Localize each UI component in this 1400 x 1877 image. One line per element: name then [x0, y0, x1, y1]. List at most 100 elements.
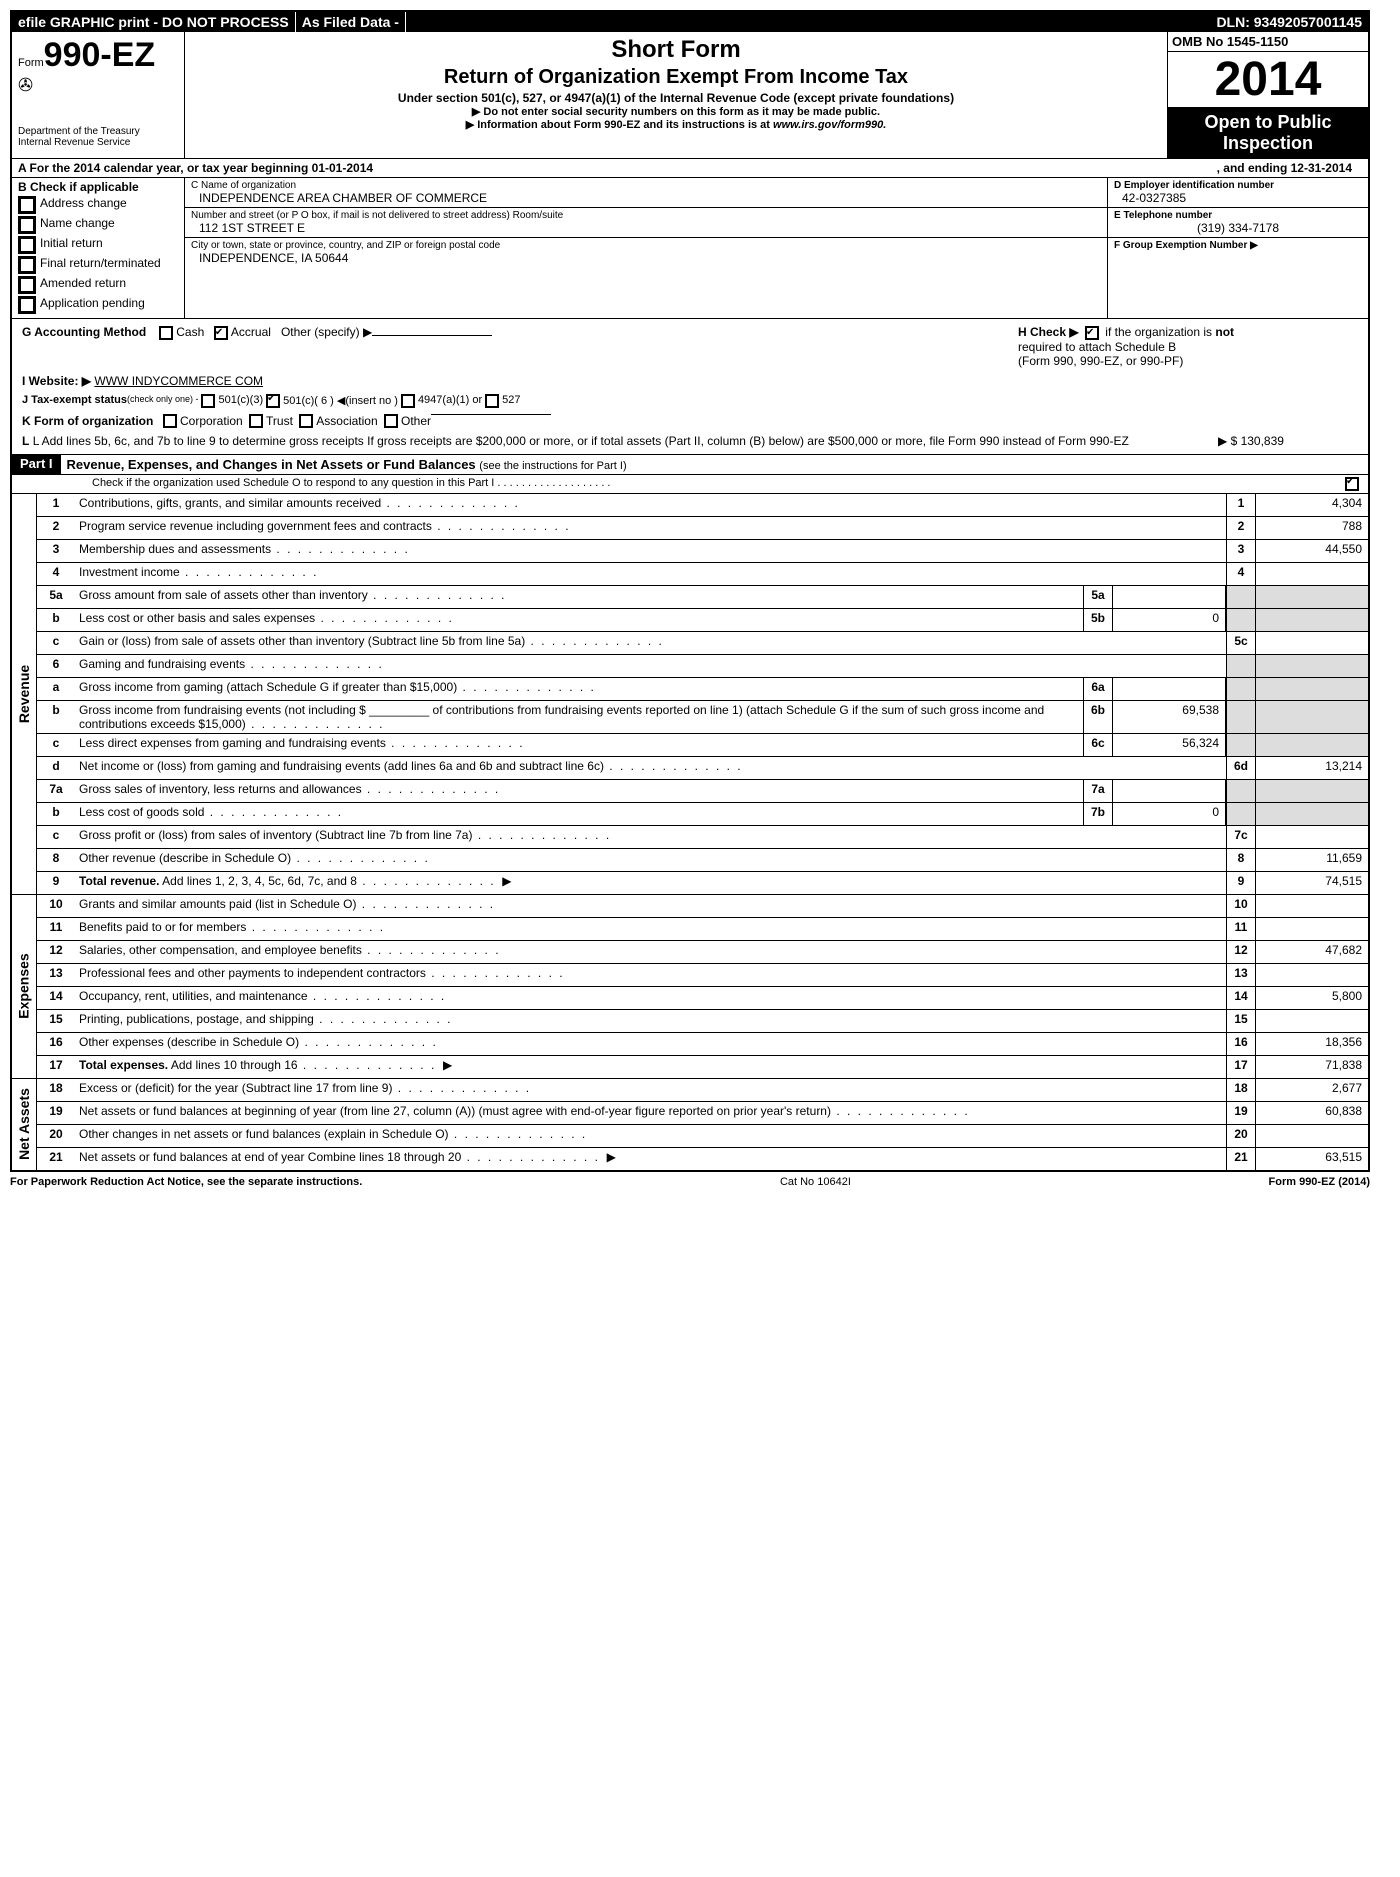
- checkbox-4947[interactable]: [401, 394, 415, 408]
- header-row: Form990-EZ ✇ Department of the Treasury …: [12, 32, 1368, 158]
- line-b: bLess cost of goods sold7b0: [37, 802, 1368, 825]
- line-a: A For the 2014 calendar year, or tax yea…: [12, 158, 1368, 177]
- right-line-value: 47,682: [1256, 941, 1368, 963]
- line-desc: Gross income from fundraising events (no…: [75, 701, 1083, 733]
- part-1-title: Revenue, Expenses, and Changes in Net As…: [61, 454, 1368, 474]
- revenue-text: Revenue: [16, 665, 32, 723]
- right-gray-val: [1256, 803, 1368, 825]
- mid-line-number: 6b: [1083, 701, 1113, 733]
- other-specify-blank: [372, 335, 492, 336]
- line-a-left: A For the 2014 calendar year, or tax yea…: [18, 161, 373, 175]
- line-number: 5a: [37, 586, 75, 608]
- form-prefix: Form: [18, 57, 44, 69]
- checkbox-assoc[interactable]: [299, 414, 313, 428]
- right-gray-val: [1256, 678, 1368, 700]
- cb-label-3: Final return/terminated: [40, 256, 161, 274]
- footer-mid: Cat No 10642I: [780, 1176, 851, 1188]
- dln-label: DLN: 93492057001145: [1210, 12, 1368, 32]
- note-1: ▶ Do not enter social security numbers o…: [193, 105, 1159, 118]
- mid-line-number: 7b: [1083, 803, 1113, 825]
- line-number: c: [37, 632, 75, 654]
- netassets-side-label: Net Assets: [12, 1079, 37, 1170]
- phone-value: (319) 334-7178: [1114, 221, 1362, 235]
- 501c-label: 501(c)( 6 ) ◀(insert no ): [283, 394, 398, 407]
- part-1-title-note: (see the instructions for Part I): [479, 460, 626, 472]
- line-desc: Professional fees and other payments to …: [75, 964, 1226, 986]
- 527-label: 527: [502, 394, 520, 406]
- line-number: c: [37, 734, 75, 756]
- checkbox-corp[interactable]: [163, 414, 177, 428]
- line-5a: 5aGross amount from sale of assets other…: [37, 585, 1368, 608]
- checkbox-schedule-o[interactable]: [1345, 477, 1359, 491]
- line-number: 20: [37, 1125, 75, 1147]
- mid-line-number: 5a: [1083, 586, 1113, 608]
- line-desc: Net assets or fund balances at end of ye…: [75, 1148, 1226, 1170]
- checkbox-application-pending[interactable]: [18, 296, 36, 314]
- right-line-number: 19: [1226, 1102, 1256, 1124]
- right-line-number: 20: [1226, 1125, 1256, 1147]
- right-line-value: [1256, 632, 1368, 654]
- checkbox-cash[interactable]: [159, 326, 173, 340]
- line-desc: Investment income: [75, 563, 1226, 585]
- right-line-number: 2: [1226, 517, 1256, 539]
- checkbox-h[interactable]: [1085, 326, 1099, 340]
- right-line-value: 18,356: [1256, 1033, 1368, 1055]
- right-line-number: 15: [1226, 1010, 1256, 1032]
- checkbox-trust[interactable]: [249, 414, 263, 428]
- line-desc: Other changes in net assets or fund bala…: [75, 1125, 1226, 1147]
- org-city: INDEPENDENCE, IA 50644: [199, 251, 1101, 265]
- k-other-blank: [431, 414, 551, 415]
- line-desc: Gross income from gaming (attach Schedul…: [75, 678, 1083, 700]
- line-c: cLess direct expenses from gaming and fu…: [37, 733, 1368, 756]
- section-b-title: B Check if applicable: [18, 180, 139, 194]
- line-number: 16: [37, 1033, 75, 1055]
- checkbox-final-return[interactable]: [18, 256, 36, 274]
- line-7a: 7aGross sales of inventory, less returns…: [37, 779, 1368, 802]
- g-section: G Accounting Method Cash Accrual Other (…: [12, 318, 1368, 454]
- irs-link[interactable]: www.irs.gov/form990.: [773, 119, 886, 131]
- short-form-heading: Short Form: [193, 36, 1159, 64]
- right-line-number: 9: [1226, 872, 1256, 894]
- line-desc: Excess or (deficit) for the year (Subtra…: [75, 1079, 1226, 1101]
- l-value: ▶ $ 130,839: [1218, 434, 1358, 448]
- checkbox-527[interactable]: [485, 394, 499, 408]
- revenue-side-label: Revenue: [12, 494, 37, 894]
- right-gray: [1226, 734, 1256, 756]
- line-desc: Total expenses. Add lines 10 through 16 …: [75, 1056, 1226, 1078]
- line-18: 18Excess or (deficit) for the year (Subt…: [37, 1079, 1368, 1101]
- revenue-table: Revenue 1Contributions, gifts, grants, a…: [12, 493, 1368, 894]
- netassets-text: Net Assets: [16, 1088, 32, 1160]
- mid-line-value: 69,538: [1113, 701, 1226, 733]
- checkbox-amended[interactable]: [18, 276, 36, 294]
- right-line-number: 21: [1226, 1148, 1256, 1170]
- k-opt-2: Association: [316, 414, 377, 428]
- expenses-table: Expenses 10Grants and similar amounts pa…: [12, 894, 1368, 1078]
- open-line1: Open to Public: [1172, 112, 1364, 133]
- c-name-label: C Name of organization: [191, 180, 1101, 191]
- l-text: L Add lines 5b, 6c, and 7b to line 9 to …: [33, 434, 1129, 448]
- 501c3-label: 501(c)(3): [218, 394, 263, 406]
- line-desc: Salaries, other compensation, and employ…: [75, 941, 1226, 963]
- i-label: I Website: ▶: [22, 374, 91, 388]
- right-line-number: 13: [1226, 964, 1256, 986]
- part-1-tag: Part I: [12, 454, 61, 474]
- checkbox-501c[interactable]: [266, 394, 280, 408]
- checkbox-other-org[interactable]: [384, 414, 398, 428]
- checkbox-accrual[interactable]: [214, 326, 228, 340]
- line-number: 15: [37, 1010, 75, 1032]
- line-number: 19: [37, 1102, 75, 1124]
- line-1: 1Contributions, gifts, grants, and simil…: [37, 494, 1368, 516]
- h-label-3: required to attach Schedule B: [1018, 340, 1176, 354]
- checkbox-address-change[interactable]: [18, 196, 36, 214]
- right-gray-val: [1256, 701, 1368, 733]
- right-line-number: 10: [1226, 895, 1256, 917]
- line-desc: Other revenue (describe in Schedule O): [75, 849, 1226, 871]
- checkbox-name-change[interactable]: [18, 216, 36, 234]
- mid-line-number: 6c: [1083, 734, 1113, 756]
- line-number: c: [37, 826, 75, 848]
- part-1-subnote-text: Check if the organization used Schedule …: [92, 477, 1342, 491]
- checkbox-501c3[interactable]: [201, 394, 215, 408]
- h-label-1: H Check ▶: [1018, 325, 1079, 339]
- accrual-label: Accrual: [231, 325, 271, 339]
- checkbox-initial-return[interactable]: [18, 236, 36, 254]
